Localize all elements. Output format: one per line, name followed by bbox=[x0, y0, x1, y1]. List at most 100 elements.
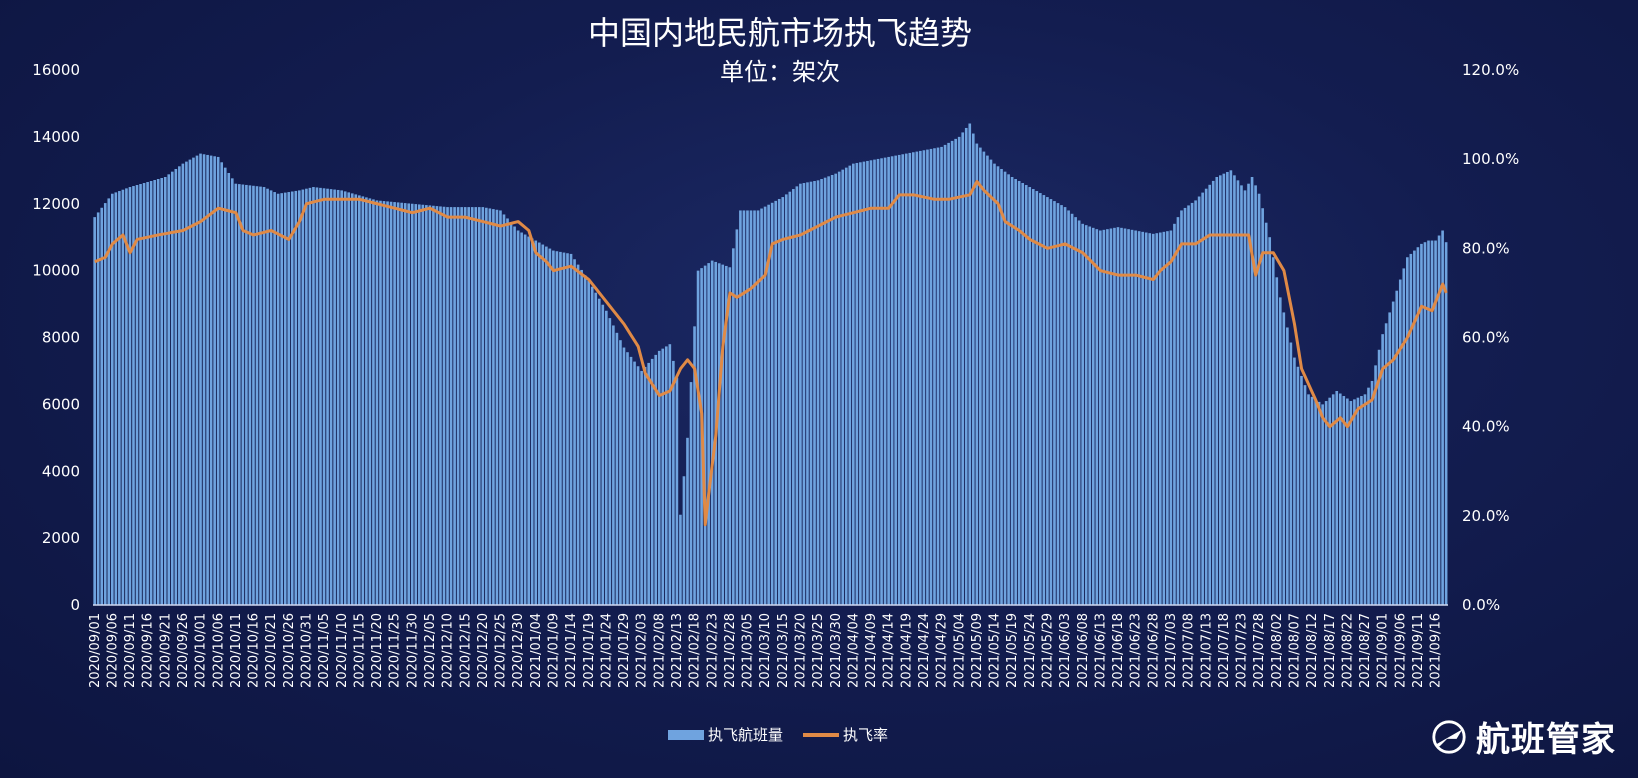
bar bbox=[1335, 391, 1339, 605]
bar bbox=[132, 186, 135, 605]
bar bbox=[1257, 193, 1261, 605]
bar bbox=[485, 207, 488, 605]
x-tick-label: 2021/09/01 bbox=[1376, 613, 1391, 688]
bar bbox=[559, 251, 562, 605]
y-right-tick-label: 120.0% bbox=[1462, 61, 1519, 79]
bar bbox=[421, 204, 425, 605]
x-tick-label: 2020/10/21 bbox=[264, 613, 279, 688]
bar bbox=[1067, 210, 1070, 605]
bar bbox=[1151, 233, 1155, 605]
bar bbox=[1250, 177, 1254, 605]
y-left-tick-label: 14000 bbox=[32, 128, 80, 146]
bar bbox=[220, 162, 224, 606]
bar bbox=[887, 156, 890, 605]
bar bbox=[1159, 232, 1162, 605]
bar bbox=[230, 178, 234, 605]
bar bbox=[255, 186, 259, 605]
bar bbox=[435, 206, 439, 605]
bar bbox=[206, 154, 209, 605]
bar bbox=[1254, 185, 1257, 606]
bar bbox=[834, 173, 837, 605]
bar bbox=[301, 189, 305, 606]
bar bbox=[1166, 231, 1169, 606]
bar bbox=[1130, 229, 1134, 605]
bar bbox=[979, 147, 982, 605]
legend-swatch-bar bbox=[668, 729, 704, 740]
bar bbox=[343, 191, 347, 605]
bar bbox=[862, 161, 866, 605]
bar bbox=[238, 184, 241, 606]
bar bbox=[1035, 191, 1039, 606]
bar bbox=[799, 183, 802, 605]
bar bbox=[520, 232, 523, 605]
bar bbox=[693, 326, 696, 605]
bar bbox=[986, 155, 989, 605]
x-tick-label: 2021/04/29 bbox=[935, 613, 950, 688]
bar bbox=[128, 187, 132, 605]
bar bbox=[110, 193, 114, 605]
bar bbox=[481, 207, 485, 605]
bar bbox=[1275, 277, 1279, 605]
bar bbox=[393, 202, 396, 605]
bar bbox=[908, 152, 912, 605]
bar bbox=[802, 183, 806, 605]
bar bbox=[597, 298, 601, 605]
bar bbox=[957, 136, 961, 606]
bar bbox=[350, 193, 354, 605]
bar bbox=[784, 194, 788, 605]
y-axis-right: 0.0% 20.0% 40.0% 60.0% 80.0% 100.0% 120.0% bbox=[1462, 61, 1519, 614]
x-tick-label: 2021/05/29 bbox=[1041, 613, 1056, 688]
bar bbox=[1240, 185, 1243, 606]
bar bbox=[283, 192, 287, 605]
y-right-tick-label: 80.0% bbox=[1462, 239, 1510, 257]
bar bbox=[672, 360, 675, 605]
x-tick-label: 2021/04/04 bbox=[846, 613, 861, 688]
bar bbox=[1000, 168, 1003, 606]
bar bbox=[1208, 184, 1212, 606]
bar bbox=[1236, 180, 1240, 605]
bar bbox=[114, 192, 118, 605]
bar bbox=[661, 348, 665, 605]
x-tick-label: 2021/01/19 bbox=[582, 613, 597, 688]
bar bbox=[816, 180, 820, 605]
bar bbox=[160, 178, 164, 605]
bar bbox=[1402, 268, 1406, 605]
bar bbox=[767, 204, 770, 605]
bar bbox=[724, 265, 728, 605]
bar bbox=[1099, 230, 1102, 605]
x-tick-label: 2021/08/07 bbox=[1288, 613, 1303, 688]
bar bbox=[192, 157, 195, 606]
x-tick-label: 2021/07/28 bbox=[1252, 613, 1267, 688]
bar bbox=[788, 191, 792, 605]
bar bbox=[1338, 393, 1342, 605]
x-tick-label: 2020/10/11 bbox=[229, 613, 244, 688]
y-left-tick-label: 10000 bbox=[32, 262, 80, 280]
bar bbox=[640, 370, 643, 605]
bar bbox=[439, 206, 442, 605]
y-left-tick-label: 6000 bbox=[42, 395, 80, 413]
bar bbox=[682, 476, 686, 605]
bar bbox=[608, 318, 612, 605]
bar bbox=[262, 187, 266, 605]
bar bbox=[732, 248, 735, 605]
bar bbox=[675, 377, 679, 606]
bar bbox=[710, 260, 714, 605]
bar bbox=[372, 199, 375, 605]
bar bbox=[1286, 327, 1289, 605]
bar bbox=[1042, 195, 1046, 605]
bar bbox=[477, 207, 481, 605]
bar bbox=[446, 207, 449, 605]
bar bbox=[1384, 323, 1388, 605]
bar bbox=[855, 162, 859, 605]
bar bbox=[513, 226, 516, 606]
bar bbox=[146, 182, 149, 605]
bar bbox=[1091, 227, 1095, 605]
bar bbox=[545, 246, 548, 606]
x-tick-label: 2020/12/30 bbox=[511, 613, 526, 688]
y-right-tick-label: 60.0% bbox=[1462, 329, 1510, 347]
bar bbox=[199, 153, 202, 605]
bar bbox=[1395, 290, 1399, 605]
bar bbox=[1031, 189, 1035, 606]
x-tick-label: 2020/12/20 bbox=[476, 613, 491, 688]
x-tick-label: 2021/09/11 bbox=[1411, 613, 1426, 688]
